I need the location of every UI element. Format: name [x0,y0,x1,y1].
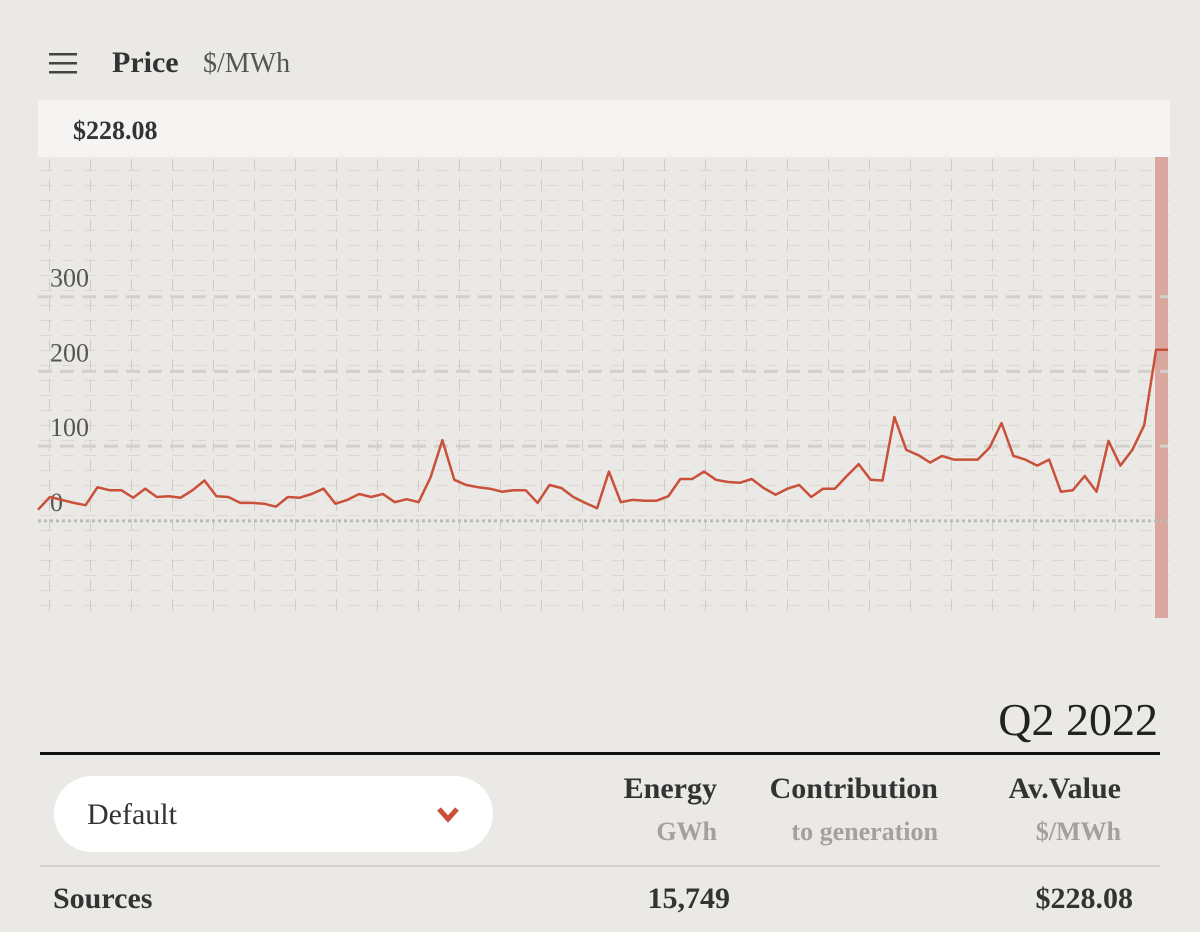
hover-box [38,100,1170,157]
title: Price [112,46,179,79]
col-title: Contribution [769,772,938,805]
y-tick-label: 300 [50,264,89,293]
col-unit: GWh [656,817,717,846]
hover-value: $228.08 [73,116,158,145]
rule [40,752,1160,755]
period: Q2 2022 [998,694,1158,745]
y-tick-label: 200 [50,338,89,367]
rule [40,865,1160,867]
menu-icon[interactable] [49,53,77,74]
dropdown[interactable]: Default [54,776,493,852]
plot: 0 100 200 300 [37,264,1168,523]
hover-cursor [1155,157,1168,618]
y-tick-label: 100 [50,413,89,442]
row-label: Sources [53,882,153,915]
chart: Price $/MWh $228.08 0 100 200 300 [37,46,1170,618]
col-title: Av.Value [1008,772,1121,805]
grid-bg [38,157,1170,618]
unit: $/MWh [203,48,290,79]
chevron [437,807,459,823]
y-tick-label: 0 [50,488,63,517]
dropdown-label: Default [87,798,177,831]
col-unit: $/MWh [1035,817,1121,846]
col-unit: to generation [791,817,938,846]
cell: 15,749 [647,882,731,915]
price-line [37,348,1168,511]
col-title: Energy [623,772,717,805]
cell: $228.08 [1035,882,1134,915]
